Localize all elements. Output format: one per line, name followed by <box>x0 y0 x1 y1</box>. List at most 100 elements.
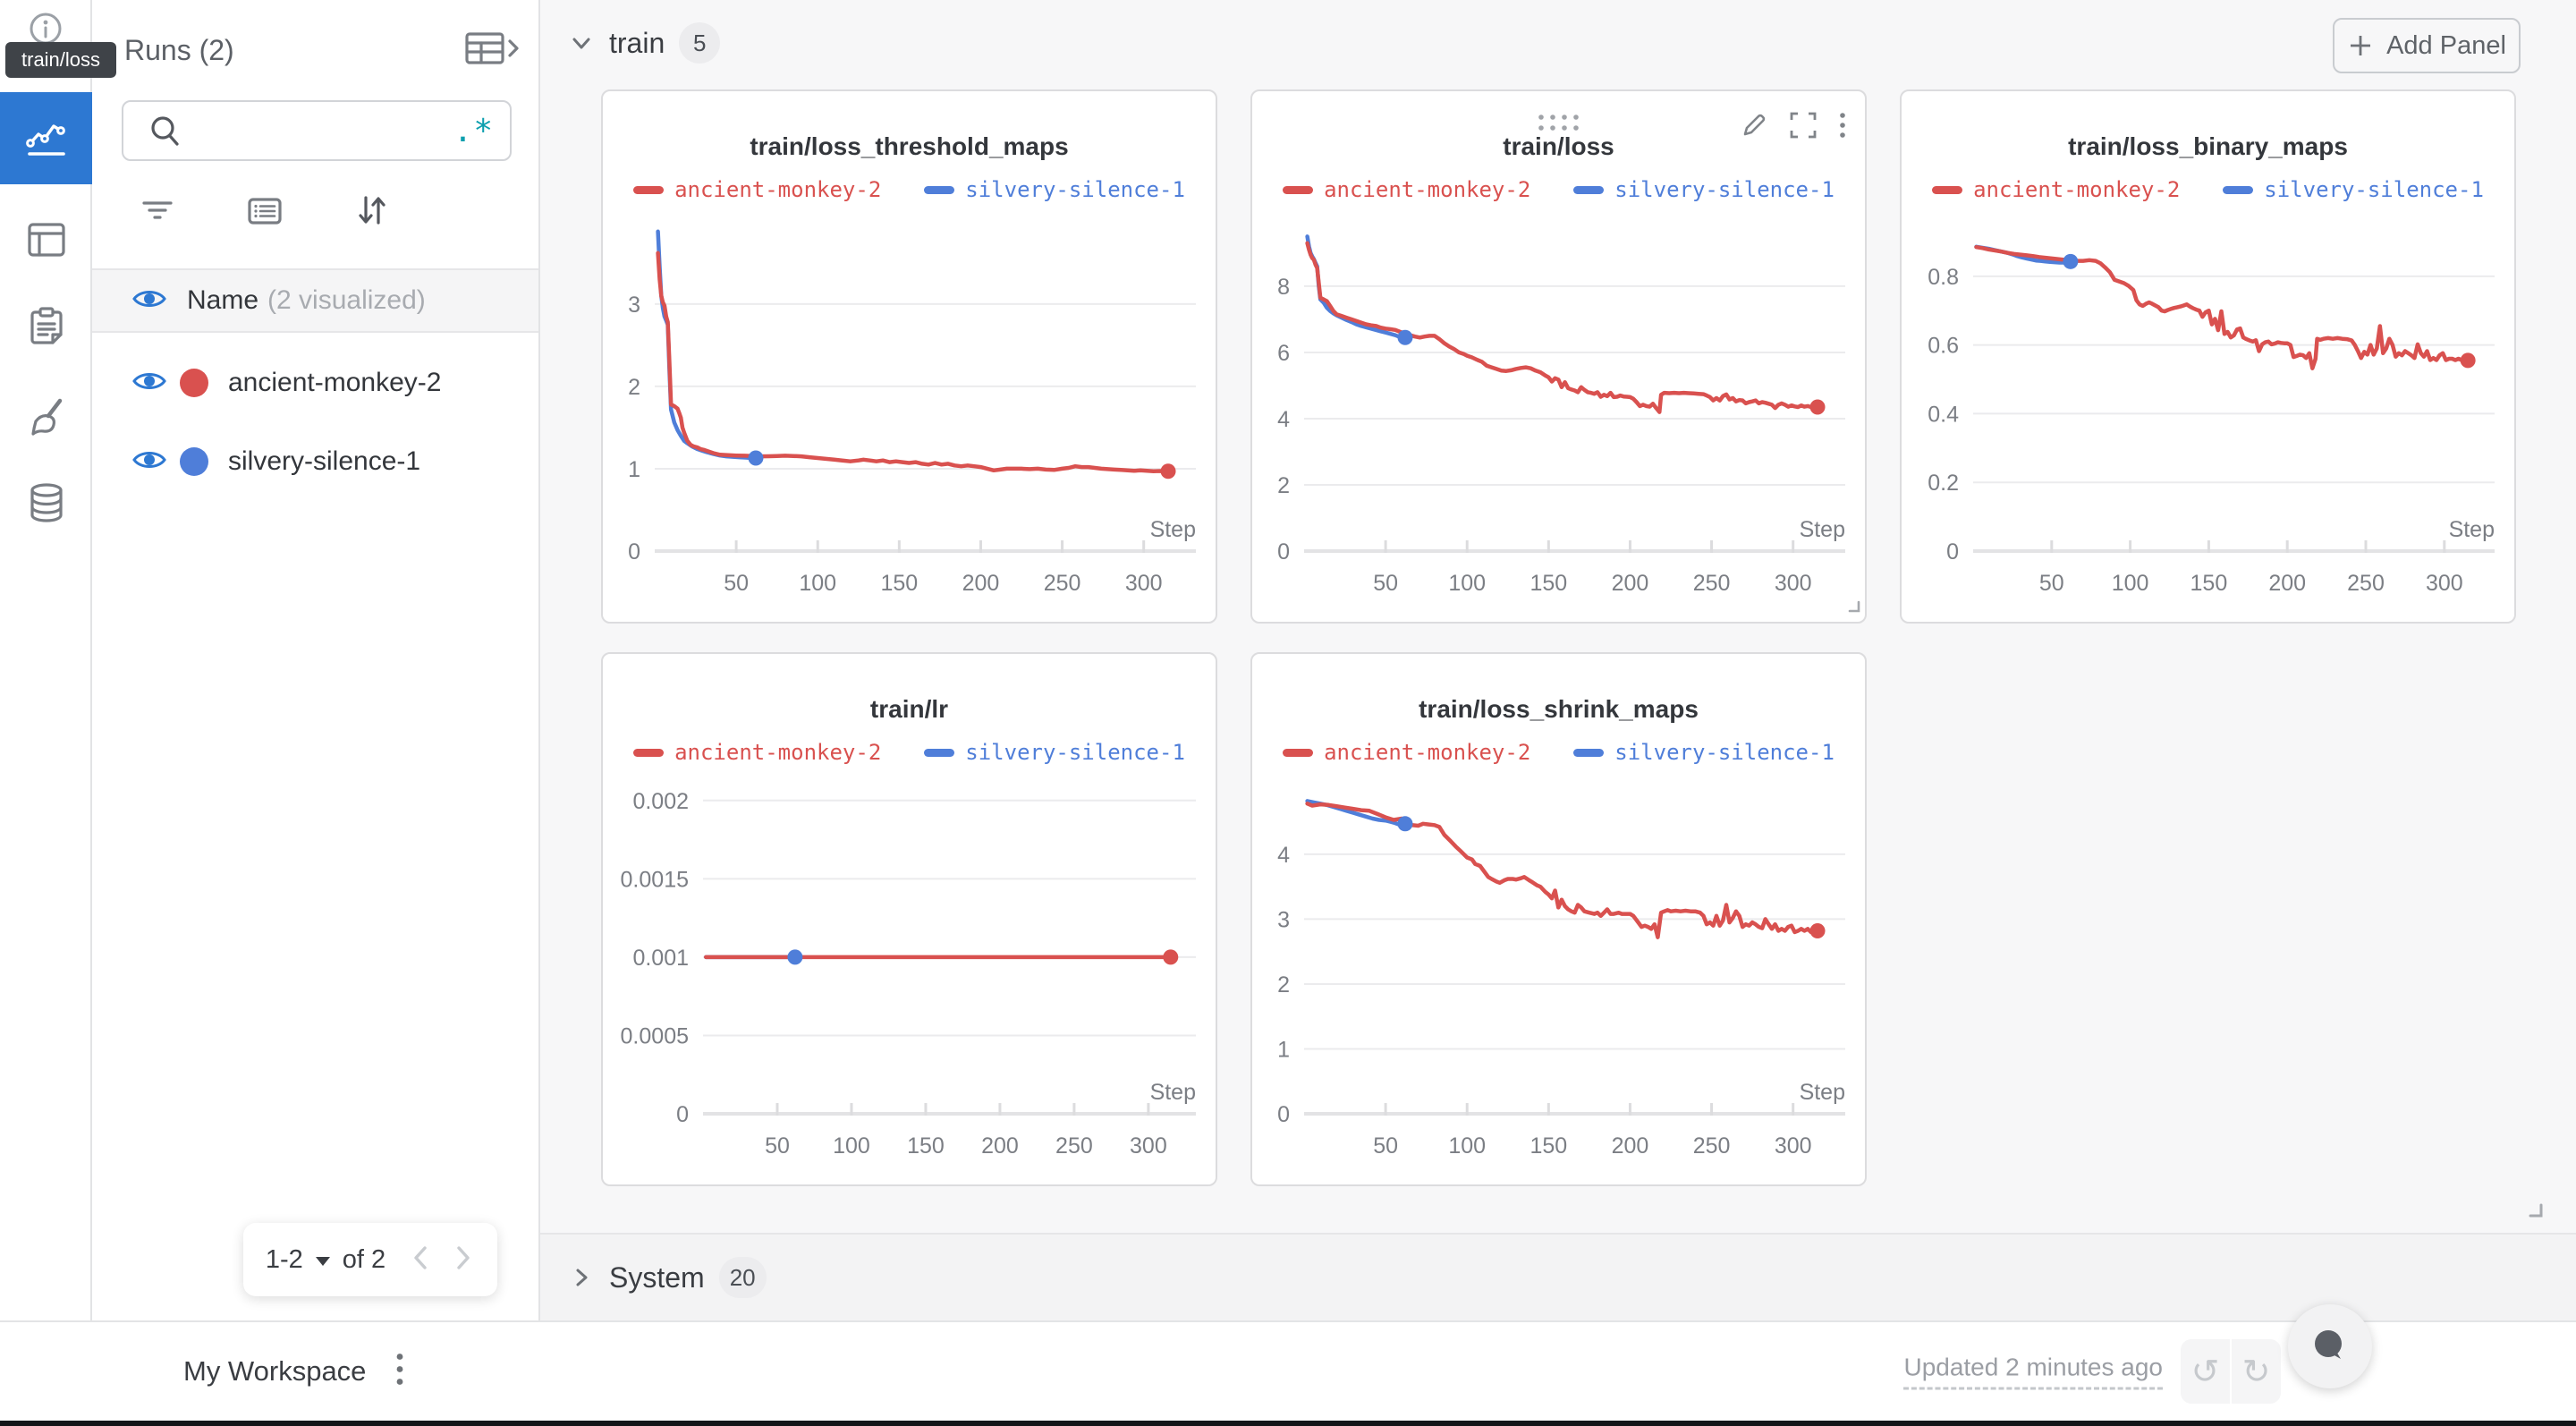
runs-list-header[interactable]: Name (2 visualized) <box>92 268 538 333</box>
svg-text:0.001: 0.001 <box>632 946 689 971</box>
run-color-dot[interactable] <box>180 447 208 476</box>
sidebar-item-logs[interactable] <box>0 280 92 372</box>
workspace-title[interactable]: My Workspace <box>183 1355 367 1387</box>
svg-text:0: 0 <box>1277 1102 1290 1127</box>
svg-text:1: 1 <box>1277 1037 1290 1062</box>
kebab-menu-icon[interactable] <box>1838 110 1847 145</box>
legend-item[interactable]: silvery-silence-1 <box>1573 740 1835 765</box>
legend-item[interactable]: silvery-silence-1 <box>1573 177 1835 202</box>
pagination-range[interactable]: 1-2 <box>265 1244 303 1274</box>
runs-visualized-note: (2 visualized) <box>267 285 426 315</box>
runs-panel: Runs (2) .* <box>92 0 540 1320</box>
section-train-count: 5 <box>679 22 721 64</box>
filter-icon[interactable] <box>137 192 178 233</box>
plus-icon <box>2351 36 2371 55</box>
section-resize-handle[interactable] <box>2528 1202 2544 1223</box>
section-train-header[interactable]: train 5 <box>568 16 721 70</box>
legend-swatch-icon <box>1283 748 1314 757</box>
panel-tooltip: train/loss <box>5 42 117 78</box>
drag-handle-icon[interactable] <box>1534 111 1584 139</box>
next-page-icon[interactable] <box>452 1243 475 1277</box>
chart-panel-train-loss[interactable]: train/loss ancient-monkey-2 silvery-silenc… <box>1250 89 1867 624</box>
chart-panel-train-loss-threshold-maps[interactable]: train/loss_threshold_maps ancient-monkey-… <box>601 89 1217 624</box>
sidebar-item-charts[interactable] <box>0 92 92 184</box>
edit-panel-icon[interactable] <box>1740 111 1768 144</box>
legend-item[interactable]: ancient-monkey-2 <box>633 740 881 765</box>
sidebar-item-artifacts[interactable] <box>0 456 92 548</box>
last-updated-text[interactable]: Updated 2 minutes ago <box>1903 1354 2163 1390</box>
chart-legend: ancient-monkey-2 silvery-silence-1 <box>603 740 1216 765</box>
legend-item[interactable]: ancient-monkey-2 <box>1283 177 1530 202</box>
svg-text:200: 200 <box>962 571 1000 596</box>
run-name[interactable]: silvery-silence-1 <box>228 446 421 476</box>
run-color-dot[interactable] <box>180 369 208 397</box>
legend-item[interactable]: silvery-silence-1 <box>924 740 1185 765</box>
svg-text:4: 4 <box>1277 407 1290 432</box>
redo-icon[interactable]: ↻ <box>2241 1353 2271 1391</box>
sidebar-item-tables[interactable] <box>0 193 92 285</box>
brush-icon <box>30 398 62 436</box>
chart-plot[interactable]: 0 2 4 6 8 50 100 150 200 250 300 Step <box>1252 223 1868 625</box>
visibility-eye-icon[interactable] <box>131 369 167 398</box>
chart-panel-train-loss-binary-maps[interactable]: train/loss_binary_maps ancient-monkey-2 si… <box>1900 89 2516 624</box>
svg-text:100: 100 <box>833 1133 870 1159</box>
run-name[interactable]: ancient-monkey-2 <box>228 368 442 397</box>
svg-text:250: 250 <box>1693 1133 1731 1159</box>
sort-icon[interactable] <box>352 191 393 234</box>
sidebar-item-sweeps[interactable] <box>0 369 92 462</box>
regex-toggle-icon[interactable]: .* <box>453 112 494 149</box>
legend-run-name: silvery-silence-1 <box>1614 177 1835 202</box>
legend-item[interactable]: ancient-monkey-2 <box>633 177 881 202</box>
legend-item[interactable]: silvery-silence-1 <box>924 177 1185 202</box>
help-chat-button[interactable] <box>2288 1304 2372 1388</box>
svg-text:250: 250 <box>1693 571 1731 596</box>
visibility-eye-icon[interactable] <box>131 447 167 477</box>
svg-text:300: 300 <box>1130 1133 1167 1159</box>
svg-text:50: 50 <box>1373 571 1398 596</box>
legend-run-name: ancient-monkey-2 <box>674 177 882 202</box>
runs-table-icon[interactable] <box>463 29 521 72</box>
bottom-edge-strip <box>0 1421 2576 1426</box>
svg-text:300: 300 <box>1775 571 1812 596</box>
svg-text:0.4: 0.4 <box>1928 402 1959 427</box>
run-row-silvery-silence-1[interactable]: silvery-silence-1 <box>92 422 538 501</box>
svg-text:2: 2 <box>1277 972 1290 997</box>
svg-text:0: 0 <box>1946 539 1959 564</box>
legend-run-name: ancient-monkey-2 <box>1973 177 2181 202</box>
svg-text:0: 0 <box>1277 539 1290 564</box>
chart-plot[interactable]: 0 1 2 3 50 100 150 200 250 300 Step <box>603 223 1219 625</box>
svg-text:3: 3 <box>628 293 640 318</box>
runs-toolbar <box>137 190 423 234</box>
chart-plot[interactable]: 0 1 2 3 4 50 100 150 200 250 300 Step <box>1252 785 1868 1188</box>
panel-resize-handle[interactable] <box>1847 599 1861 618</box>
chart-panel-train-lr[interactable]: train/lr ancient-monkey-2 silvery-silence-… <box>601 652 1217 1186</box>
legend-item[interactable]: ancient-monkey-2 <box>1932 177 2180 202</box>
undo-icon[interactable]: ↺ <box>2181 1339 2232 1404</box>
chart-panel-train-loss-shrink-maps[interactable]: train/loss_shrink_maps ancient-monkey-2 si… <box>1250 652 1867 1186</box>
chart-plot[interactable]: 0 0.2 0.4 0.6 0.8 50 100 150 200 250 300 Step <box>1902 223 2518 625</box>
legend-run-name: ancient-monkey-2 <box>1324 177 1531 202</box>
legend-item[interactable]: silvery-silence-1 <box>2223 177 2484 202</box>
legend-item[interactable]: ancient-monkey-2 <box>1283 740 1530 765</box>
add-panel-button[interactable]: Add Panel <box>2333 18 2521 73</box>
chevron-down-icon[interactable] <box>315 1257 330 1266</box>
group-list-icon[interactable] <box>244 192 285 233</box>
search-input[interactable]: .* <box>122 100 512 161</box>
legend-swatch-icon <box>1283 185 1314 194</box>
chart-title: train/loss <box>1503 132 1614 160</box>
chart-legend: ancient-monkey-2 silvery-silence-1 <box>1252 740 1865 765</box>
prev-page-icon[interactable] <box>409 1243 432 1277</box>
run-row-ancient-monkey-2[interactable]: ancient-monkey-2 <box>92 344 538 422</box>
fullscreen-icon[interactable] <box>1788 110 1818 145</box>
svg-text:250: 250 <box>2347 571 2385 596</box>
visibility-eye-icon[interactable] <box>131 286 167 316</box>
chart-legend: ancient-monkey-2 silvery-silence-1 <box>1902 177 2514 202</box>
legend-run-name: ancient-monkey-2 <box>674 740 882 765</box>
svg-text:100: 100 <box>1448 1133 1486 1159</box>
chart-plot[interactable]: 0 0.0005 0.001 0.0015 0.002 50 100 150 200 250 300… <box>603 785 1219 1188</box>
section-system-header[interactable]: System 20 <box>540 1233 2576 1320</box>
section-system-label: System <box>609 1260 705 1294</box>
workspace-menu-kebab-icon[interactable] <box>394 1350 406 1394</box>
svg-text:250: 250 <box>1044 571 1081 596</box>
